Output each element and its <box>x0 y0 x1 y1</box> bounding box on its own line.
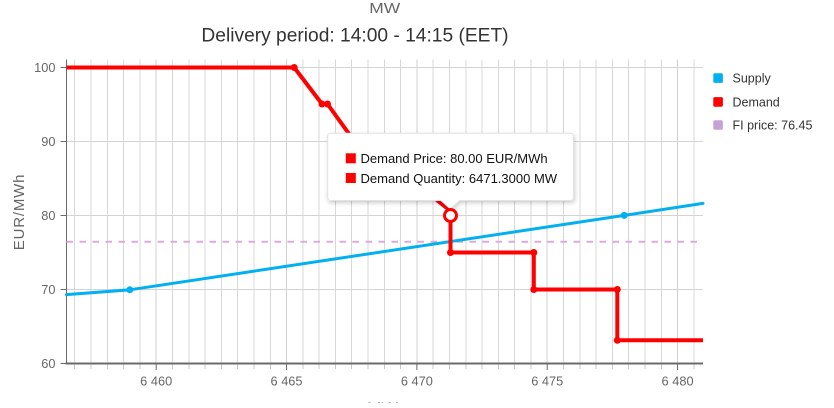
svg-text:Supply: Supply <box>733 72 772 86</box>
svg-text:6 475: 6 475 <box>531 373 563 388</box>
svg-text:Delivery period: 14:00 - 14:15: Delivery period: 14:00 - 14:15 (EET) <box>201 26 508 47</box>
svg-text:6 480: 6 480 <box>662 373 694 388</box>
svg-text:100: 100 <box>34 60 55 75</box>
svg-text:Demand Quantity: 6471.3000 MW: Demand Quantity: 6471.3000 MW <box>361 171 558 186</box>
svg-text:60: 60 <box>41 356 55 371</box>
svg-text:6 460: 6 460 <box>140 373 172 388</box>
svg-text:80: 80 <box>41 208 55 223</box>
svg-text:6 470: 6 470 <box>401 373 433 388</box>
svg-text:6 465: 6 465 <box>271 373 303 388</box>
svg-text:90: 90 <box>41 134 55 149</box>
svg-text:EUR/MWh: EUR/MWh <box>11 174 28 250</box>
svg-text:MW: MW <box>369 0 401 17</box>
svg-text:Demand Price: 80.00 EUR/MWh: Demand Price: 80.00 EUR/MWh <box>361 151 548 166</box>
svg-text:70: 70 <box>41 282 55 297</box>
svg-text:MW: MW <box>367 399 399 403</box>
svg-text:FI price: 76.45: FI price: 76.45 <box>733 119 813 133</box>
svg-text:Demand: Demand <box>733 96 780 110</box>
